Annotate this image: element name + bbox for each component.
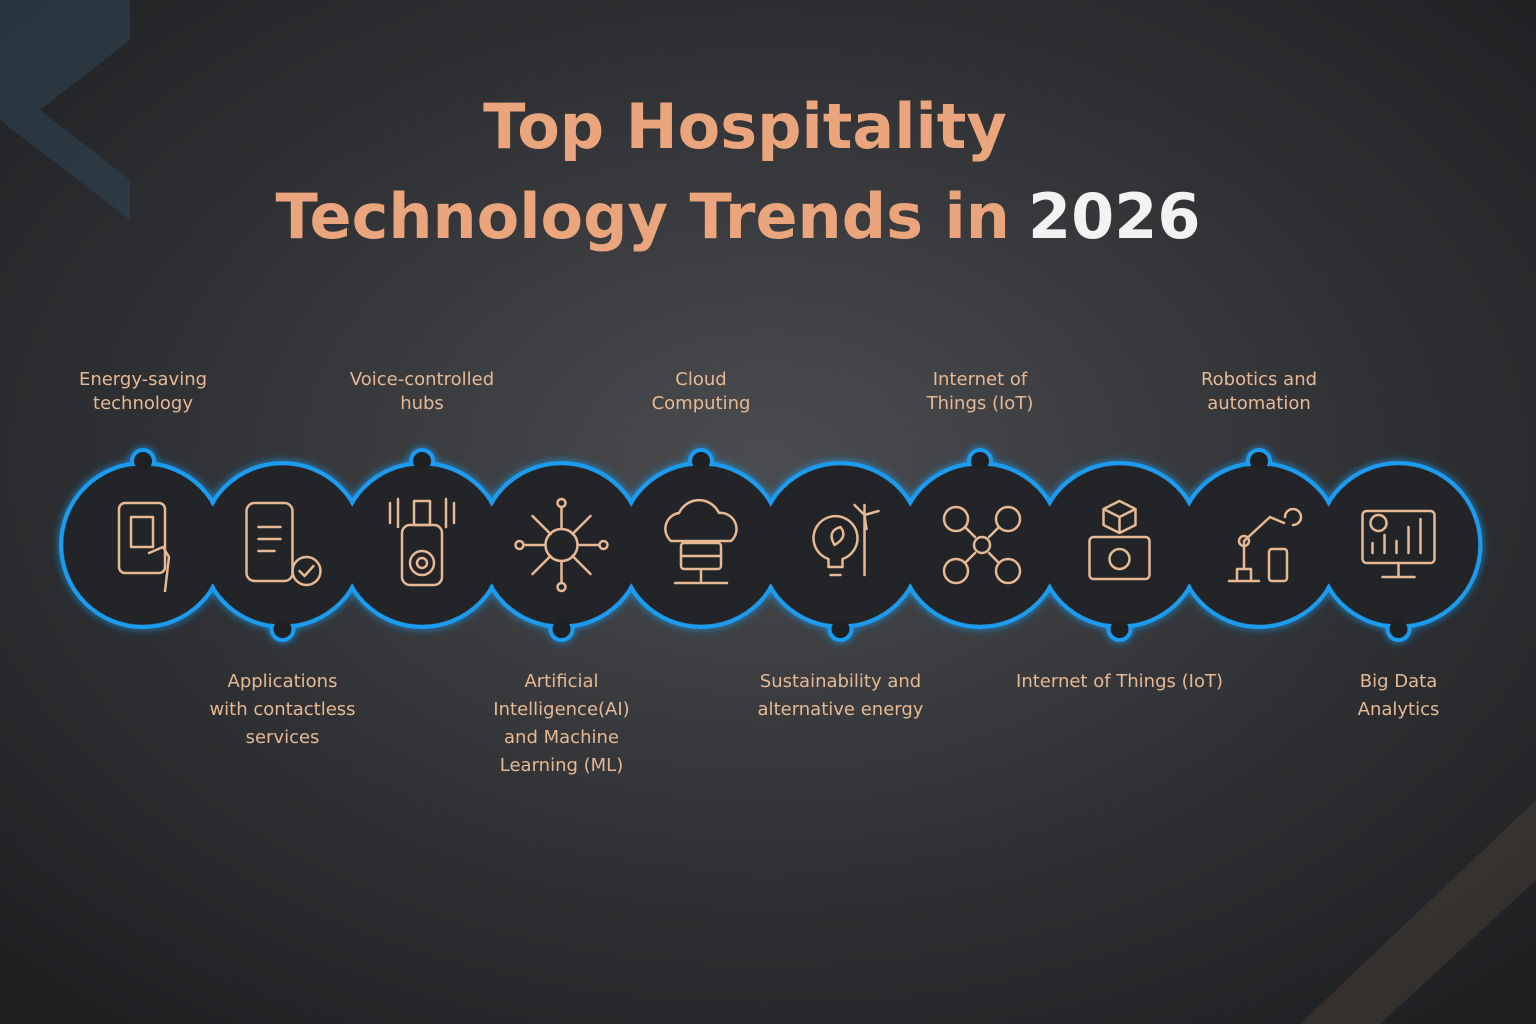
icon-stroke <box>245 501 294 583</box>
icon-stroke <box>147 545 171 593</box>
icon-stroke <box>522 505 601 585</box>
icon-stroke <box>1371 517 1422 579</box>
bottom-label: Artificial <box>524 671 598 692</box>
node-fill <box>621 465 781 625</box>
icon-stroke <box>388 497 456 529</box>
bottom-label: Learning (ML) <box>500 755 623 776</box>
top-label: Internet of <box>933 369 1028 390</box>
bump-fill <box>134 452 152 470</box>
chain: Energy-saving technology Applications with … <box>59 369 1483 776</box>
icon-stroke <box>1369 513 1388 533</box>
top-label: Energy-saving <box>79 369 207 390</box>
icon-stroke <box>1283 507 1303 527</box>
bump-fill <box>553 620 570 638</box>
node-icon <box>812 503 880 577</box>
title-year: 2026 <box>1028 180 1201 253</box>
icon-stroke <box>853 503 880 577</box>
node-fill <box>761 465 920 625</box>
icon-stroke <box>514 539 525 551</box>
corner-decor <box>0 0 130 220</box>
node-icon <box>1227 507 1303 583</box>
bump-fill <box>971 452 989 470</box>
icon-stroke <box>812 514 859 577</box>
node-fill <box>1040 465 1199 625</box>
icon-stroke <box>664 498 738 543</box>
top-label: Things (IoT) <box>926 393 1034 414</box>
title-line: Technology Trends in 2026 <box>275 180 1200 253</box>
bump-fill <box>1111 620 1128 638</box>
node-fill <box>482 465 641 625</box>
node-fill <box>203 465 362 625</box>
node-icon <box>664 498 738 585</box>
icon-stroke <box>673 554 729 585</box>
icon-stroke <box>298 564 315 578</box>
node-icon <box>1088 499 1151 581</box>
icon-stroke <box>994 557 1022 585</box>
top-label: Cloud <box>675 369 726 390</box>
icon-stroke <box>942 505 970 533</box>
icon-stroke <box>415 556 429 570</box>
bottom-label: Analytics <box>1358 699 1440 720</box>
node-icon <box>514 497 609 593</box>
top-label: Voice-controlled <box>350 369 494 390</box>
icon-stroke <box>1237 534 1251 548</box>
node-icon <box>1361 509 1436 579</box>
node-icon <box>117 501 171 593</box>
icon-stroke <box>257 525 282 553</box>
top-label: automation <box>1207 393 1311 414</box>
bump-fill <box>413 452 431 470</box>
node-fill <box>1179 465 1339 625</box>
top-label: Computing <box>652 393 751 414</box>
icon-stroke <box>129 515 155 549</box>
icon-stroke <box>972 535 992 555</box>
bottom-label: Applications <box>228 671 338 692</box>
bump-fill <box>1250 452 1268 470</box>
node-icon <box>388 497 456 587</box>
bottom-label: and Machine <box>504 727 619 748</box>
top-label: hubs <box>400 393 444 414</box>
icon-stroke <box>1088 535 1151 581</box>
bottom-label: Intelligence(AI) <box>493 699 629 720</box>
icon-stroke <box>1227 515 1286 583</box>
icon-stroke <box>1108 547 1131 571</box>
node-fill <box>1319 465 1478 625</box>
node-icon <box>942 505 1022 585</box>
icon-stroke <box>942 557 970 585</box>
bottom-label: services <box>246 727 320 748</box>
bottom-label: alternative energy <box>758 699 924 720</box>
icon-stroke <box>598 539 609 551</box>
top-label: technology <box>93 393 193 414</box>
node-fill <box>342 465 502 625</box>
bottom-label: Sustainability and <box>760 671 921 692</box>
bump-fill <box>274 620 291 638</box>
icon-stroke <box>1102 499 1137 535</box>
title-text: Technology Trends in <box>275 180 1009 253</box>
bottom-label: Internet of Things (IoT) <box>1016 671 1223 692</box>
icon-stroke <box>556 497 567 509</box>
icon-stroke <box>408 549 436 577</box>
corner-decor <box>1300 800 1536 1024</box>
top-label: Robotics and <box>1201 369 1317 390</box>
title-line: Top Hospitality <box>483 90 1007 163</box>
icon-stroke <box>291 555 322 587</box>
icons <box>117 497 1436 593</box>
bottom-label: Big Data <box>1360 671 1437 692</box>
node-icon <box>245 501 322 587</box>
interiors <box>63 452 1478 638</box>
icon-stroke <box>1267 547 1289 583</box>
bottom-label: with contactless <box>209 699 355 720</box>
icon-stroke <box>830 525 845 547</box>
bump-fill <box>692 452 710 470</box>
node-fill <box>63 465 223 625</box>
icon-stroke <box>994 505 1022 533</box>
bump-fill <box>1390 620 1407 638</box>
icon-stroke <box>963 525 1001 565</box>
bump-fill <box>832 620 849 638</box>
icon-stroke <box>117 501 167 575</box>
labels: Energy-saving technology Applications with … <box>79 369 1439 776</box>
node-fill <box>900 465 1060 625</box>
icon-stroke <box>556 581 567 593</box>
